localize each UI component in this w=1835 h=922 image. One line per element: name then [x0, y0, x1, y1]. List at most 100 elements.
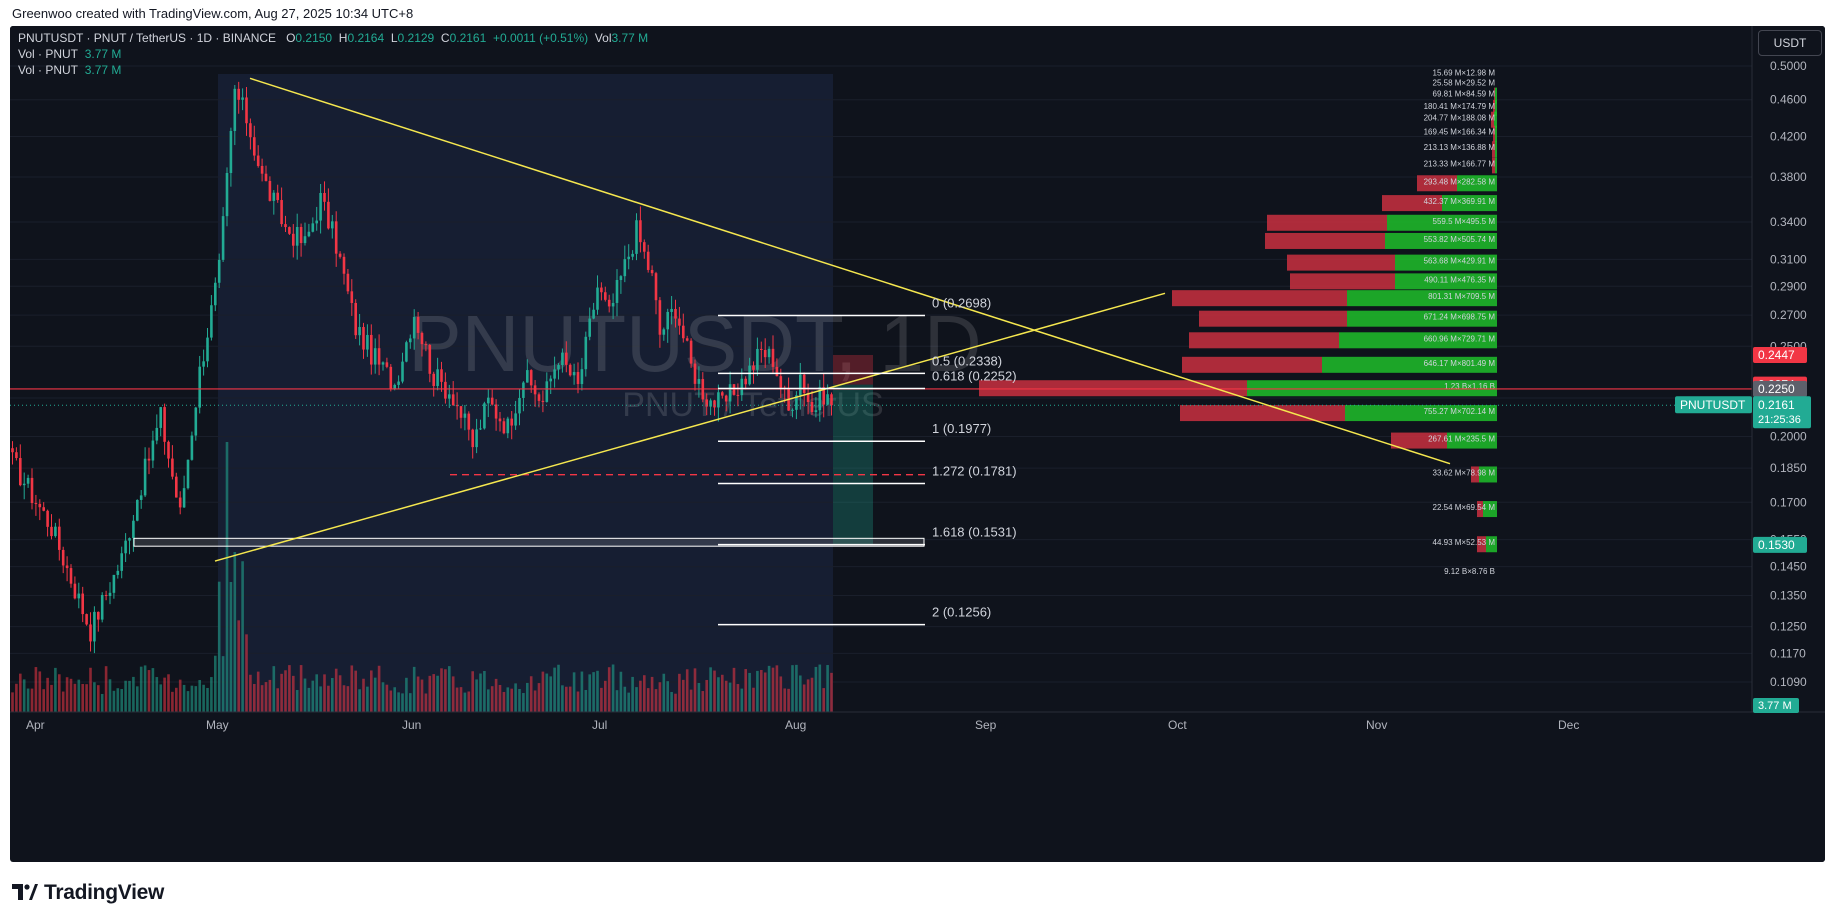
volume-profile-buy — [1339, 332, 1497, 349]
volume-bar — [34, 667, 38, 712]
y-tick-label: 0.1450 — [1770, 560, 1807, 574]
last-price-badge[interactable]: PNUTUSDT 0.2161 21:25:36 — [1675, 396, 1811, 429]
candle-body — [549, 378, 552, 382]
volume-profile-buy — [1385, 232, 1497, 249]
price-label[interactable]: 0.1530 — [1753, 536, 1807, 553]
candle — [34, 494, 38, 516]
candle — [155, 414, 159, 445]
volume-bar — [260, 685, 264, 712]
price-label-bg — [1753, 536, 1807, 553]
candle-body — [264, 173, 268, 181]
candle-body — [354, 302, 357, 336]
candle — [77, 582, 81, 609]
x-tick-label: Sep — [975, 718, 997, 732]
candle — [763, 338, 767, 369]
candle-body — [752, 365, 755, 370]
tradingview-logo-icon — [12, 884, 38, 900]
candle-body — [463, 413, 467, 418]
volume-profile-row: 15.69 M×12.98 M — [1433, 69, 1496, 78]
volume-profile-sell — [1493, 99, 1495, 116]
candle-body — [381, 362, 385, 365]
volume-profile-label: 660.96 M×729.71 M — [1424, 334, 1496, 343]
volume-profile-buy — [1495, 99, 1497, 116]
candle-body — [249, 123, 252, 138]
volume-bar — [253, 683, 256, 712]
candle — [713, 399, 716, 416]
candle — [565, 341, 568, 373]
price-label[interactable]: 0.2447 — [1753, 346, 1807, 363]
volume-profile-row: 1.23 B×1.16 B — [979, 380, 1497, 397]
volume-bar — [728, 682, 732, 712]
volume-badge[interactable]: 3.77 M — [1753, 698, 1799, 713]
volume-profile-sell — [1267, 214, 1387, 231]
volume-bar — [50, 684, 53, 712]
volume-profile-row: 267.61 M×235.5 M — [1391, 432, 1497, 449]
candle-body — [791, 409, 794, 411]
volume-bar — [22, 679, 26, 712]
price-label[interactable]: 0.2250 — [1753, 380, 1807, 397]
candle-body — [436, 369, 439, 386]
footer-brand[interactable]: TradingView — [44, 881, 165, 904]
candle-body — [385, 362, 389, 367]
candle-body — [522, 382, 525, 398]
candle — [705, 393, 708, 416]
volume-bar — [38, 671, 42, 712]
legend-low-label: L — [390, 31, 398, 45]
volume-bar — [463, 692, 467, 712]
price-axis[interactable] — [1752, 26, 1825, 862]
volume-profile-sell — [1477, 536, 1486, 553]
y-tick-label: 0.1090 — [1770, 675, 1807, 689]
candle-body — [178, 497, 182, 508]
legend-volume-2[interactable]: Vol · PNUT 3.77 M — [18, 63, 121, 77]
volume-bar — [358, 689, 361, 712]
volume-bar — [89, 667, 92, 712]
volume-profile-row: 169.45 M×166.34 M — [1424, 125, 1497, 142]
volume-bar — [483, 671, 486, 712]
volume-bar — [623, 686, 627, 712]
volume-bar — [97, 685, 100, 712]
candle — [128, 537, 131, 555]
candle-body — [448, 394, 451, 399]
volume-bar — [529, 676, 533, 712]
candle-body — [327, 201, 330, 229]
volume-bar — [682, 679, 685, 712]
candle-body — [580, 369, 584, 385]
volume-bar — [338, 675, 342, 712]
chart-panel[interactable]: PNUTUSDT, 1D PNUT / TetherUS 15.69 M×12.9… — [10, 26, 1825, 862]
legend-symbol[interactable]: PNUTUSDT · PNUT / TetherUS · 1D · BINANC… — [18, 31, 277, 45]
candle — [510, 411, 513, 440]
volume-bar — [802, 684, 806, 712]
volume-bar — [366, 686, 369, 712]
candle-body — [705, 399, 708, 407]
candle-body — [526, 370, 529, 383]
currency-button[interactable]: USDT — [1758, 30, 1822, 56]
candle-body — [553, 369, 556, 379]
volume-bar — [342, 685, 346, 712]
volume-profile-buy — [1495, 157, 1497, 174]
candle-body — [61, 549, 65, 566]
candle — [54, 522, 57, 538]
volume-profile-row: 213.33 M×166.77 M — [1424, 157, 1497, 174]
volume-bar — [241, 561, 244, 712]
candle-body — [744, 378, 747, 385]
candle — [424, 341, 428, 352]
candle — [627, 244, 630, 270]
candle — [631, 250, 634, 261]
volume-bar — [498, 684, 502, 712]
candle — [467, 411, 471, 441]
volume-bar — [190, 685, 194, 712]
candle — [646, 244, 650, 273]
candle — [245, 87, 248, 136]
candle-body — [58, 526, 61, 550]
volume-bar — [163, 677, 166, 712]
volume-bar — [724, 680, 728, 712]
candle — [736, 383, 740, 407]
candle-body — [487, 397, 490, 404]
volume-profile-label: 267.61 M×235.5 M — [1428, 435, 1495, 444]
candle-body — [728, 384, 732, 402]
candle-body — [221, 216, 225, 260]
legend-volume-1[interactable]: Vol · PNUT 3.77 M — [18, 47, 121, 61]
candle-body — [600, 287, 603, 293]
candle — [580, 357, 584, 391]
